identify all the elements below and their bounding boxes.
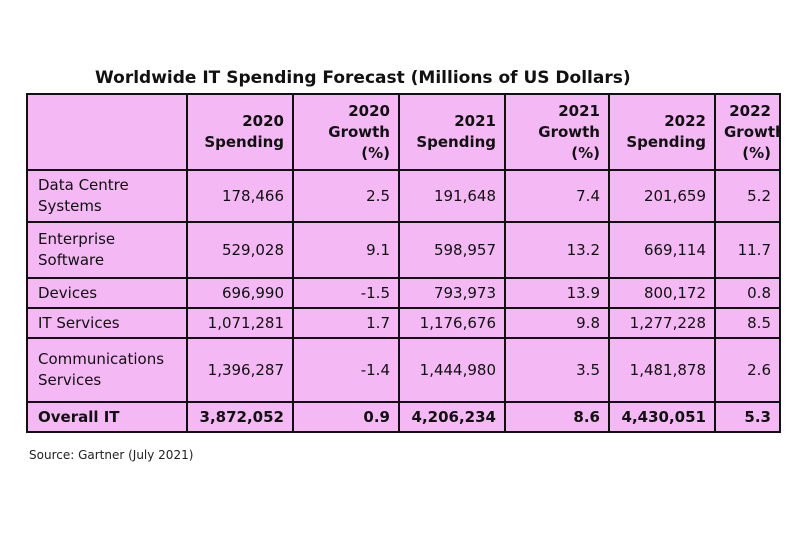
table-cell: 4,430,051 xyxy=(608,401,716,433)
table-cell: 529,028 xyxy=(186,221,294,279)
table-cell: 201,659 xyxy=(608,169,716,223)
table-cell: 0.9 xyxy=(292,401,400,433)
table-cell: 1,071,281 xyxy=(186,307,294,339)
table-cell: 9.1 xyxy=(292,221,400,279)
table-row-total: Overall IT 3,872,052 0.9 4,206,234 8.6 4… xyxy=(26,401,781,433)
column-header: 2021 Spending xyxy=(398,93,506,171)
table-cell: 0.8 xyxy=(714,277,781,309)
table-row: Communications Services 1,396,287 -1.4 1… xyxy=(26,337,781,403)
table-row: Devices 696,990 -1.5 793,973 13.9 800,17… xyxy=(26,277,781,309)
table-row: Data Centre Systems 178,466 2.5 191,648 … xyxy=(26,169,781,223)
table-cell: 8.6 xyxy=(504,401,610,433)
row-label: Overall IT xyxy=(26,401,188,433)
row-label: Enterprise Software xyxy=(26,221,188,279)
table-cell: 3.5 xyxy=(504,337,610,403)
row-label: Devices xyxy=(26,277,188,309)
table-cell: 11.7 xyxy=(714,221,781,279)
table-cell: 9.8 xyxy=(504,307,610,339)
column-header: 2020 Spending xyxy=(186,93,294,171)
column-header: 2022 Spending xyxy=(608,93,716,171)
header-row: 2020 Spending 2020 Growth (%) 2021 Spend… xyxy=(26,93,781,171)
table-row: IT Services 1,071,281 1.7 1,176,676 9.8 … xyxy=(26,307,781,339)
table-cell: -1.5 xyxy=(292,277,400,309)
table-cell: 1.7 xyxy=(292,307,400,339)
table-row: Enterprise Software 529,028 9.1 598,957 … xyxy=(26,221,781,279)
table-cell: 669,114 xyxy=(608,221,716,279)
table-cell: 1,481,878 xyxy=(608,337,716,403)
table-cell: 800,172 xyxy=(608,277,716,309)
table-cell: 8.5 xyxy=(714,307,781,339)
table-cell: 696,990 xyxy=(186,277,294,309)
table-cell: 178,466 xyxy=(186,169,294,223)
table-cell: 1,176,676 xyxy=(398,307,506,339)
table-cell: 1,444,980 xyxy=(398,337,506,403)
table-cell: 2.6 xyxy=(714,337,781,403)
table-cell: 1,396,287 xyxy=(186,337,294,403)
column-header xyxy=(26,93,188,171)
table-cell: 7.4 xyxy=(504,169,610,223)
row-label: Data Centre Systems xyxy=(26,169,188,223)
table-cell: 5.2 xyxy=(714,169,781,223)
row-label: IT Services xyxy=(26,307,188,339)
it-spending-table: 2020 Spending 2020 Growth (%) 2021 Spend… xyxy=(26,93,781,433)
table-cell: 598,957 xyxy=(398,221,506,279)
column-header: 2022 Growth (%) xyxy=(714,93,781,171)
table-cell: 4,206,234 xyxy=(398,401,506,433)
table-cell: 5.3 xyxy=(714,401,781,433)
source-note: Source: Gartner (July 2021) xyxy=(29,448,194,462)
table-cell: 13.2 xyxy=(504,221,610,279)
table-cell: 2.5 xyxy=(292,169,400,223)
column-header: 2020 Growth (%) xyxy=(292,93,400,171)
table-cell: 13.9 xyxy=(504,277,610,309)
table-title: Worldwide IT Spending Forecast (Millions… xyxy=(95,68,631,88)
table-cell: -1.4 xyxy=(292,337,400,403)
table-cell: 1,277,228 xyxy=(608,307,716,339)
table-cell: 191,648 xyxy=(398,169,506,223)
table-cell: 3,872,052 xyxy=(186,401,294,433)
row-label: Communications Services xyxy=(26,337,188,403)
table-cell: 793,973 xyxy=(398,277,506,309)
column-header: 2021 Growth (%) xyxy=(504,93,610,171)
